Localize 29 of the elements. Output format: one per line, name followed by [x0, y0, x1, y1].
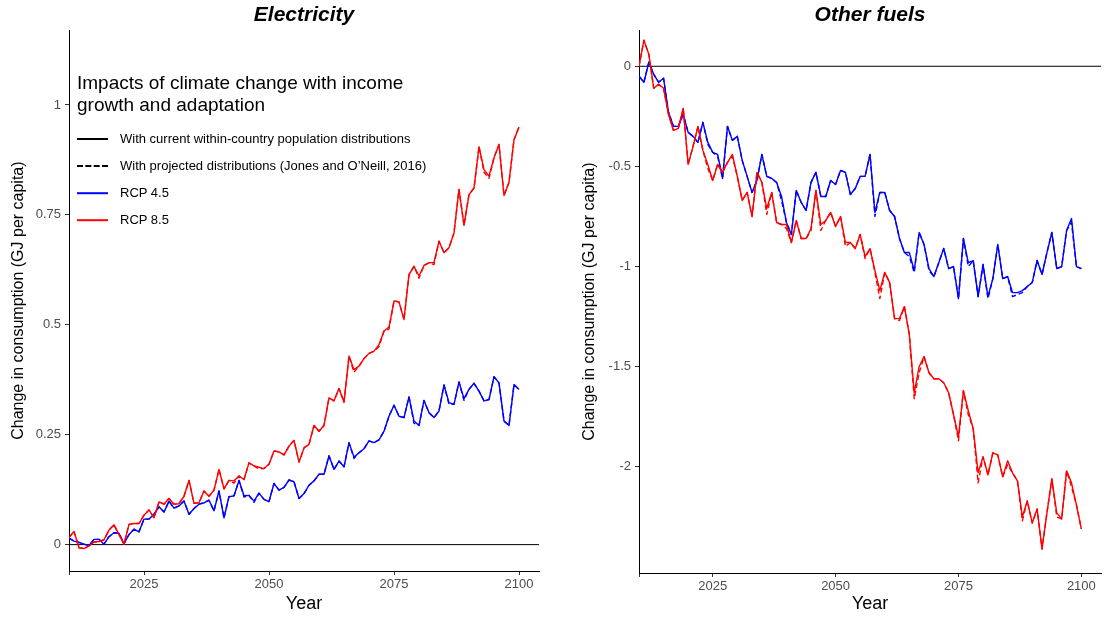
x-tick-label: 2075	[379, 576, 409, 592]
chart-title: Other fuels	[814, 2, 926, 26]
y-tick-label: -0.5	[608, 157, 631, 173]
x-tick-label: 2025	[698, 578, 728, 594]
y-tick-label: -1.5	[608, 358, 631, 374]
x-tick-label: 2100	[504, 576, 534, 592]
annotation: With current within-country population distributions	[120, 130, 411, 146]
x-tick-label: 2075	[944, 578, 973, 594]
x-axis-title: Year	[285, 593, 323, 614]
x-tick-label: 2100	[1066, 578, 1096, 594]
legend-title: Impacts of climate change with income growth and adaptation	[77, 72, 404, 116]
y-tick-label: 0	[623, 57, 631, 73]
x-tick-label: 2050	[254, 576, 284, 592]
x-tick-label: 2050	[821, 578, 851, 594]
annotation: With projected distributions (Jones and O’Neill, 2016)	[120, 157, 427, 173]
y-tick-label: 1	[53, 96, 61, 112]
x-axis-title: Year	[851, 593, 889, 614]
x-tick-label: 2025	[129, 576, 159, 592]
y-tick-label: -1	[619, 258, 631, 274]
y-tick-label: 0.25	[35, 426, 61, 442]
chart-title: Electricity	[253, 2, 356, 26]
y-tick-label: 0.5	[42, 316, 61, 332]
y-tick-label: 0	[53, 536, 61, 552]
y-tick-label: 0.75	[35, 206, 61, 222]
legend-label: RCP 4.5	[120, 184, 169, 200]
y-axis-title: Change in consumption (GJ per capita)	[9, 161, 27, 440]
y-axis-title: Change in consumption (GJ per capita)	[580, 162, 598, 441]
legend-label: RCP 8.5	[120, 211, 169, 227]
y-tick-label: -2	[619, 458, 631, 474]
